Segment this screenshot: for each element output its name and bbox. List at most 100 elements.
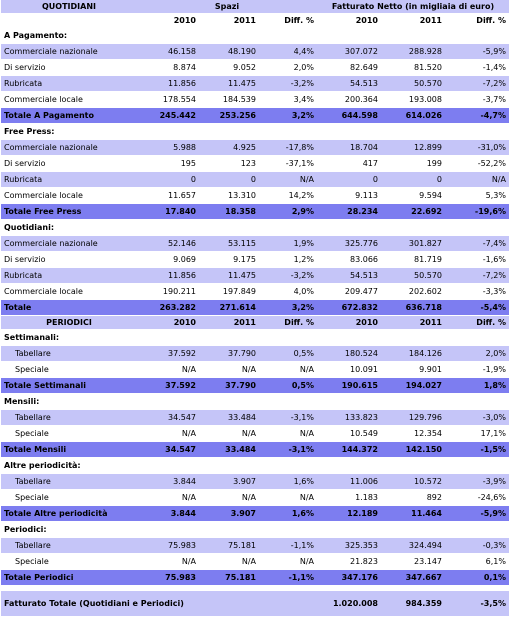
value-cell: 301.827 xyxy=(408,239,442,248)
value-cell: -37,1% xyxy=(285,159,314,168)
value-cell: N/A xyxy=(241,557,256,566)
value-cell: -3,3% xyxy=(482,287,506,296)
empty-cell xyxy=(137,28,199,43)
total-value: 1,8% xyxy=(483,381,506,390)
total-value: 3,2% xyxy=(291,303,314,312)
total-label: Totale Mensili xyxy=(4,445,67,454)
empty-cell xyxy=(137,458,199,473)
table-row: Tabellare 34.547 33.484 -3,1% 133.823 129.796… xyxy=(1,410,509,426)
value-cell: -1,1% xyxy=(290,541,314,550)
row-label: Commerciale nazionale xyxy=(4,47,98,56)
table-row: Rubricata 11.856 11.475 -3,2% 54.513 50.570 -7… xyxy=(1,76,509,92)
value-cell: 75.181 xyxy=(228,541,256,550)
value-cell: 37.592 xyxy=(168,349,196,358)
value-cell: 3.844 xyxy=(173,477,196,486)
empty-cell xyxy=(317,330,381,345)
advertising-data-table: QUOTIDIANI Spazi Fatturato Netto (in migli… xyxy=(1,0,509,617)
empty-cell xyxy=(199,522,259,537)
value-cell: 11.006 xyxy=(350,477,378,486)
value-cell: 11.475 xyxy=(228,271,256,280)
periodici-section-title: PERIODICI xyxy=(46,318,92,327)
total-value: 12.189 xyxy=(347,509,378,518)
empty-cell xyxy=(317,522,381,537)
total-value: -1,5% xyxy=(480,445,506,454)
value-cell: 54.513 xyxy=(350,271,378,280)
value-cell: -17,8% xyxy=(285,143,314,152)
group-title: Periodici: xyxy=(4,525,47,534)
total-value: 34.547 xyxy=(165,445,196,454)
total-label: Totale Altre periodicità xyxy=(4,509,108,518)
group-title-row: Periodici: xyxy=(1,522,509,538)
table-row: Tabellare 75.983 75.181 -1,1% 325.353 324.494… xyxy=(1,538,509,554)
col-header: 2010 xyxy=(355,318,378,327)
value-cell: 11.856 xyxy=(168,271,196,280)
total-label: Totale A Pagamento xyxy=(4,111,94,120)
value-cell: 4,0% xyxy=(293,287,314,296)
value-cell: 11.475 xyxy=(228,79,256,88)
value-cell: 307.072 xyxy=(344,47,378,56)
value-cell: 180.524 xyxy=(344,349,378,358)
empty-cell xyxy=(199,591,259,616)
value-cell: N/A xyxy=(181,557,196,566)
value-cell: 193.008 xyxy=(408,95,442,104)
table-row: Tabellare 3.844 3.907 1,6% 11.006 10.572 -3,9% xyxy=(1,474,509,490)
total-value: 18.358 xyxy=(225,207,256,216)
value-cell: 184.126 xyxy=(408,349,442,358)
total-label: Totale Settimanali xyxy=(4,381,86,390)
empty-cell xyxy=(199,124,259,139)
value-cell: N/A xyxy=(299,175,314,184)
empty-cell xyxy=(259,330,317,345)
empty-cell xyxy=(317,124,381,139)
value-cell: -7,2% xyxy=(482,79,506,88)
total-value: 347.176 xyxy=(341,573,378,582)
total-value: 3.844 xyxy=(170,509,196,518)
value-cell: -3,1% xyxy=(290,413,314,422)
total-value: 253.256 xyxy=(219,111,256,120)
value-cell: -5,9% xyxy=(482,47,506,56)
grand-total-value: -3,5% xyxy=(480,599,506,608)
value-cell: 0 xyxy=(250,175,256,184)
value-cell: 325.353 xyxy=(344,541,378,550)
value-cell: 54.513 xyxy=(350,79,378,88)
spacer xyxy=(1,586,509,591)
value-cell: 11.657 xyxy=(168,191,196,200)
value-cell: 82.649 xyxy=(350,63,378,72)
col-header: Diff. % xyxy=(476,318,506,327)
value-cell: 9.113 xyxy=(355,191,378,200)
fatturato-header: Fatturato Netto (in migliaia di euro) xyxy=(331,2,495,11)
total-value: 644.598 xyxy=(341,111,378,120)
value-cell: 17,1% xyxy=(480,429,506,438)
row-label: Rubricata xyxy=(4,271,43,280)
empty-cell xyxy=(445,124,509,139)
value-cell: 9.069 xyxy=(173,255,196,264)
value-cell: 5,3% xyxy=(485,191,506,200)
value-cell: 81.520 xyxy=(414,63,442,72)
table-row: Commerciale locale 178.554 184.539 3,4% 200.… xyxy=(1,92,509,108)
row-label: Commerciale locale xyxy=(4,95,83,104)
value-cell: 46.158 xyxy=(168,47,196,56)
total-row: Totale Mensili 34.547 33.484 -3,1% 144.372 14… xyxy=(1,442,509,458)
value-cell: 50.570 xyxy=(414,79,442,88)
value-cell: 4,4% xyxy=(293,47,314,56)
total-label: Totale Periodici xyxy=(4,573,74,582)
table-row: Speciale N/A N/A N/A 21.823 23.147 6,1% xyxy=(1,554,509,570)
empty-cell xyxy=(445,220,509,235)
periodici-title-row: PERIODICI 2010 2011 Diff. % 2010 2011 Diff. % xyxy=(1,316,509,330)
empty-cell xyxy=(381,220,445,235)
group-title: A Pagamento: xyxy=(4,31,68,40)
value-cell: -7,4% xyxy=(482,239,506,248)
empty-cell xyxy=(381,330,445,345)
empty-cell xyxy=(259,591,317,616)
total-value: -4,7% xyxy=(480,111,506,120)
value-cell: 12.354 xyxy=(414,429,442,438)
value-cell: N/A xyxy=(299,557,314,566)
table-row: Commerciale nazionale 5.988 4.925 -17,8% 18.… xyxy=(1,140,509,156)
total-value: 347.667 xyxy=(405,573,442,582)
empty-cell xyxy=(317,394,381,409)
col-header: Diff. % xyxy=(284,318,314,327)
col-header: 2010 xyxy=(355,16,378,25)
group-title: Settimanali: xyxy=(4,333,60,342)
total-value: 2,9% xyxy=(291,207,314,216)
value-cell: 33.484 xyxy=(228,413,256,422)
group-title-row: A Pagamento: xyxy=(1,28,509,44)
